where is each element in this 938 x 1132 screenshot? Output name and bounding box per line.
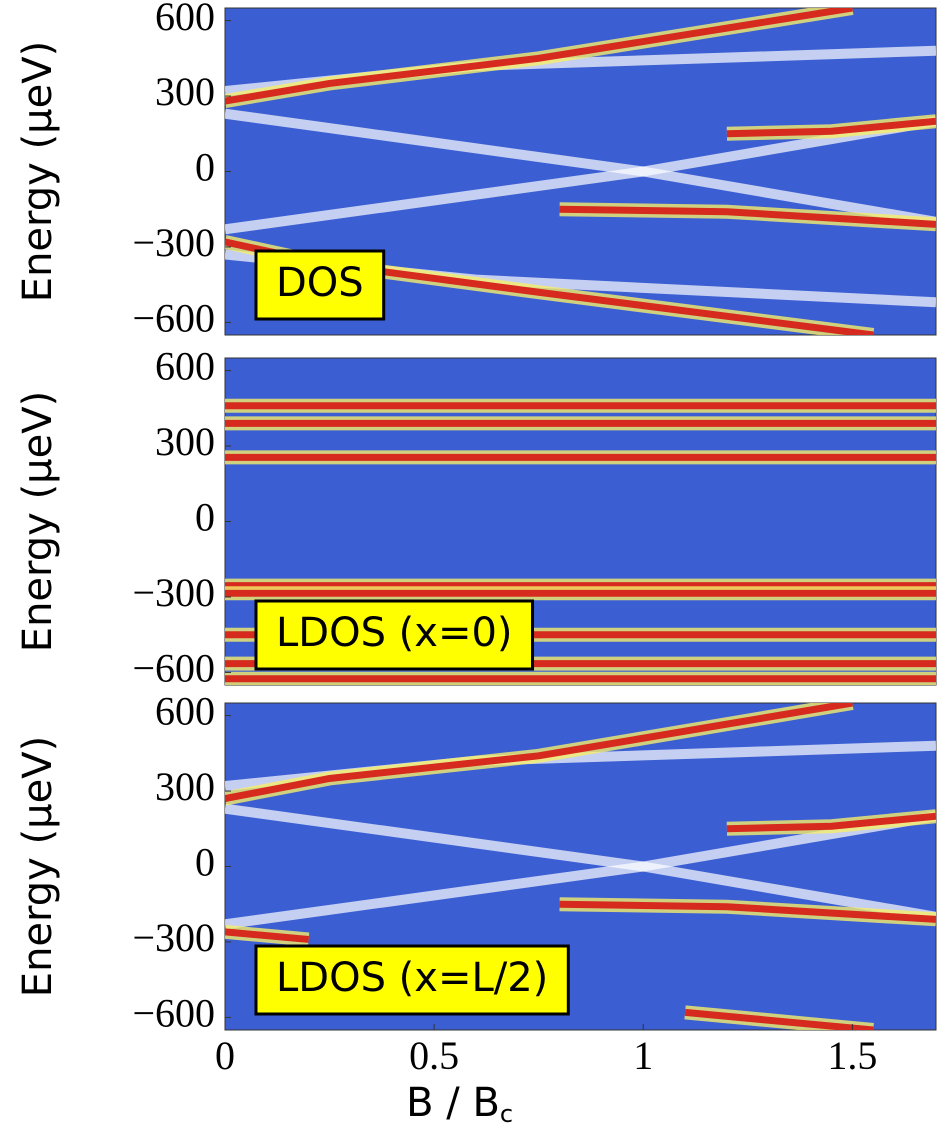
panel-label: LDOS (x=L/2) (276, 955, 548, 1001)
panel-label-box (254, 599, 535, 671)
panel-label-box (254, 249, 386, 321)
y-tick-label: −300 (132, 220, 215, 265)
heatmap (225, 703, 936, 1030)
y-tick-label: −600 (132, 991, 215, 1036)
panel-label: DOS (276, 260, 364, 306)
y-axis-label: Energy (μeV) (15, 41, 61, 302)
y-tick-label: 300 (155, 69, 215, 114)
y-tick-label: 600 (155, 0, 215, 39)
y-tick-label: 300 (155, 419, 215, 464)
y-tick-label: −300 (132, 915, 215, 960)
level-line (559, 900, 936, 923)
y-tick-label: 300 (155, 764, 215, 809)
y-tick-label: 600 (155, 689, 215, 734)
y-tick-label: 600 (155, 344, 215, 389)
heatmap (225, 8, 936, 335)
level-line (726, 812, 936, 833)
y-tick-label: 0 (195, 840, 215, 885)
y-tick-label: 0 (195, 145, 215, 190)
x-axis-label: B / Bc (406, 1080, 513, 1127)
level-line (684, 1008, 874, 1030)
x-axis-label-main: B / B (406, 1080, 500, 1126)
level-line (225, 861, 936, 930)
y-tick-label: −600 (132, 296, 215, 341)
x-tick-label: 0.5 (409, 1033, 459, 1078)
x-tick-label: 0 (215, 1033, 235, 1078)
level-line (559, 205, 936, 228)
x-axis-label-sub: c (500, 1100, 513, 1127)
y-axis-label: Energy (μeV) (15, 391, 61, 652)
y-tick-label: 0 (195, 495, 215, 540)
panel-label: LDOS (x=0) (276, 610, 513, 656)
y-tick-label: −600 (132, 646, 215, 691)
level-line (225, 703, 853, 803)
x-tick-label: 1.5 (827, 1033, 877, 1078)
level-line (225, 8, 853, 105)
y-axis-label: Energy (μeV) (15, 736, 61, 997)
x-tick-label: 1 (633, 1033, 653, 1078)
level-line (726, 117, 936, 138)
heatmap (225, 398, 936, 685)
level-line (225, 166, 936, 235)
level-line (225, 928, 309, 943)
y-tick-label: −300 (132, 570, 215, 615)
panel-label-box (254, 944, 570, 1016)
